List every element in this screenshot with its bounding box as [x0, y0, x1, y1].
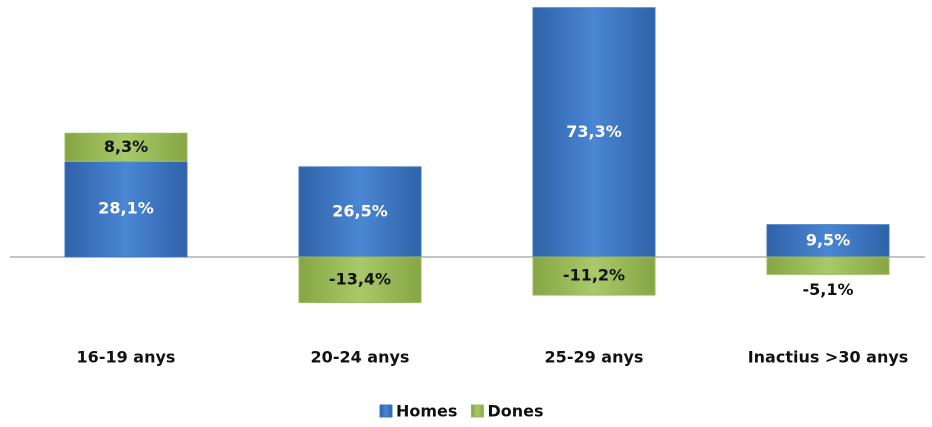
legend-swatch — [470, 404, 484, 418]
data-label: -5,1% — [802, 280, 853, 299]
x-tick-label: 16-19 anys — [77, 348, 176, 367]
bar — [766, 224, 890, 258]
legend-swatch — [379, 404, 393, 418]
data-label: 26,5% — [332, 201, 388, 220]
data-label: 73,3% — [566, 122, 622, 141]
legend-label: Dones — [487, 402, 543, 421]
bar — [532, 7, 656, 258]
bar — [766, 256, 890, 275]
bar — [532, 256, 656, 296]
data-label: 28,1% — [98, 199, 154, 218]
legend-label: Homes — [396, 402, 457, 421]
bar — [64, 132, 188, 162]
x-tick-label: 25-29 anys — [545, 348, 644, 367]
bar — [64, 160, 188, 258]
data-label: 9,5% — [806, 230, 850, 249]
bar — [298, 256, 422, 304]
x-tick-label: 20-24 anys — [311, 348, 410, 367]
data-label: 8,3% — [104, 137, 148, 156]
x-tick-label: Inactius >30 anys — [748, 348, 909, 367]
data-label: -11,2% — [563, 266, 625, 285]
data-label: -13,4% — [329, 269, 391, 288]
